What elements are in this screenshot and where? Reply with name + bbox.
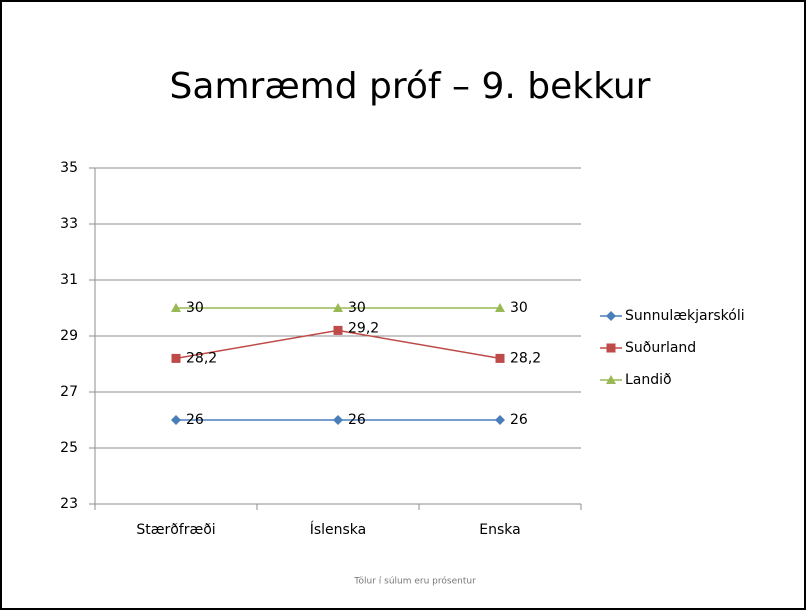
marker — [606, 375, 616, 384]
y-tick-label: 27 — [60, 384, 78, 400]
data-label: 26 — [186, 412, 204, 428]
marker — [606, 343, 616, 353]
legend-label: Sunnulækjarskóli — [625, 308, 745, 324]
y-tick-label: 31 — [60, 272, 78, 288]
footnote: Tölur í súlum eru prósentur — [353, 576, 476, 587]
marker — [606, 311, 616, 321]
data-label: 26 — [348, 412, 366, 428]
legend-label: Suðurland — [625, 340, 696, 356]
data-label: 30 — [510, 300, 528, 316]
marker — [171, 415, 181, 425]
chart-title: Samræmd próf – 9. bekkur — [170, 66, 651, 107]
marker — [495, 303, 505, 312]
data-label: 28,2 — [510, 350, 541, 366]
data-label: 30 — [186, 300, 204, 316]
y-tick-label: 25 — [60, 440, 78, 456]
marker — [333, 325, 343, 335]
x-tick-label: Íslenska — [310, 521, 367, 538]
x-tick-label: Enska — [479, 522, 520, 538]
y-tick-label: 29 — [60, 328, 78, 344]
data-label: 29,2 — [348, 320, 379, 336]
marker — [171, 353, 181, 363]
legend-label: Landið — [625, 372, 672, 388]
y-tick-label: 33 — [60, 216, 78, 232]
data-label: 26 — [510, 412, 528, 428]
data-label: 28,2 — [186, 350, 217, 366]
marker — [333, 415, 343, 425]
marker — [171, 303, 181, 312]
marker — [495, 353, 505, 363]
marker — [495, 415, 505, 425]
x-tick-label: Stærðfræði — [136, 522, 215, 538]
y-tick-label: 23 — [60, 496, 78, 512]
marker — [333, 303, 343, 312]
y-tick-label: 35 — [60, 160, 78, 176]
data-label: 30 — [348, 300, 366, 316]
